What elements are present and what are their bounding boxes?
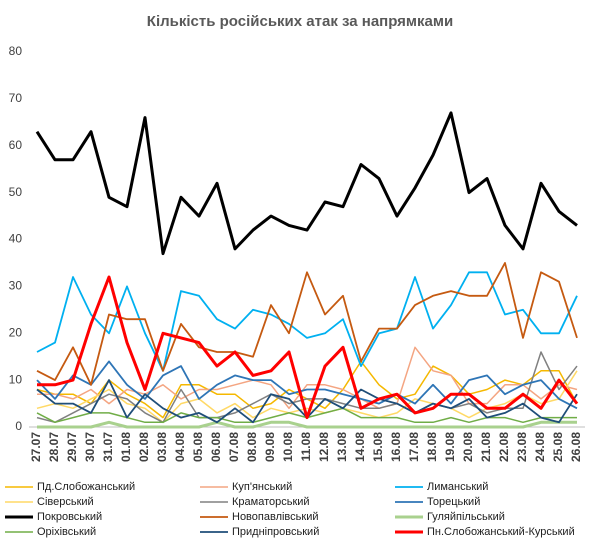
x-tick-label: 19.08 xyxy=(443,432,457,462)
x-tick-label: 04.08 xyxy=(173,432,187,462)
x-tick-label: 17.08 xyxy=(407,432,421,462)
legend-label: Пн.Слобожанський-Курський xyxy=(427,526,575,538)
x-tick-label: 02.08 xyxy=(137,432,151,462)
y-tick-label: 30 xyxy=(9,279,23,293)
series-line xyxy=(36,351,578,424)
legend-label: Гуляйпільський xyxy=(427,511,505,523)
x-tick-label: 25.08 xyxy=(551,432,565,462)
x-tick-label: 06.08 xyxy=(209,432,223,462)
y-tick-label: 40 xyxy=(9,232,23,246)
x-tick-label: 29.07 xyxy=(65,432,79,462)
y-tick-label: 70 xyxy=(9,91,23,105)
x-tick-label: 22.08 xyxy=(497,432,511,462)
x-tick-label: 20.08 xyxy=(461,432,475,462)
y-tick-label: 0 xyxy=(15,419,22,433)
x-tick-label: 23.08 xyxy=(515,432,529,462)
x-tick-label: 14.08 xyxy=(353,432,367,462)
legend-label: Лиманський xyxy=(427,481,488,493)
x-tick-label: 01.08 xyxy=(119,432,133,462)
y-tick-label: 50 xyxy=(9,185,23,199)
x-tick-label: 31.07 xyxy=(101,432,115,462)
series-line xyxy=(37,420,577,429)
legend-label: Оріхівський xyxy=(37,526,96,538)
x-tick-label: 05.08 xyxy=(191,432,205,462)
legend-label: Новопавлівський xyxy=(232,511,318,523)
legend-label: Сіверський xyxy=(37,496,94,508)
x-tick-label: 26.08 xyxy=(569,432,583,462)
series-line xyxy=(36,271,578,372)
x-tick-label: 09.08 xyxy=(263,432,277,462)
y-tick-label: 10 xyxy=(9,372,23,386)
y-tick-label: 80 xyxy=(9,44,23,58)
x-tick-label: 24.08 xyxy=(533,432,547,462)
y-tick-label: 20 xyxy=(9,325,23,339)
legend-label: Краматорський xyxy=(232,496,310,508)
legend-label: Куп'янський xyxy=(232,481,292,493)
x-tick-label: 27.07 xyxy=(29,432,43,462)
x-tick-label: 28.07 xyxy=(47,432,61,462)
series-line xyxy=(36,262,578,386)
x-tick-label: 12.08 xyxy=(317,432,331,462)
x-tick-label: 21.08 xyxy=(479,432,493,462)
x-tick-label: 18.08 xyxy=(425,432,439,462)
x-tick-label: 07.08 xyxy=(227,432,241,462)
chart-title: Кількість російських атак за напрямками xyxy=(147,13,453,30)
legend-label: Торецький xyxy=(427,496,480,508)
y-tick-label: 60 xyxy=(9,138,23,152)
x-tick-label: 08.08 xyxy=(245,432,259,462)
x-tick-label: 10.08 xyxy=(281,432,295,462)
x-tick-label: 03.08 xyxy=(155,432,169,462)
x-tick-label: 16.08 xyxy=(389,432,403,462)
series-line xyxy=(37,346,578,410)
legend-label: Пд.Слобожанський xyxy=(37,481,135,493)
series-line xyxy=(37,275,579,420)
legend-label: Покровський xyxy=(37,511,102,523)
legend-label: Придніпровський xyxy=(232,526,319,538)
x-tick-label: 15.08 xyxy=(371,432,385,462)
series-line xyxy=(36,360,578,410)
x-tick-label: 30.07 xyxy=(83,432,97,462)
x-tick-label: 11.08 xyxy=(299,432,313,462)
x-tick-label: 13.08 xyxy=(335,432,349,462)
series-line xyxy=(35,111,578,256)
